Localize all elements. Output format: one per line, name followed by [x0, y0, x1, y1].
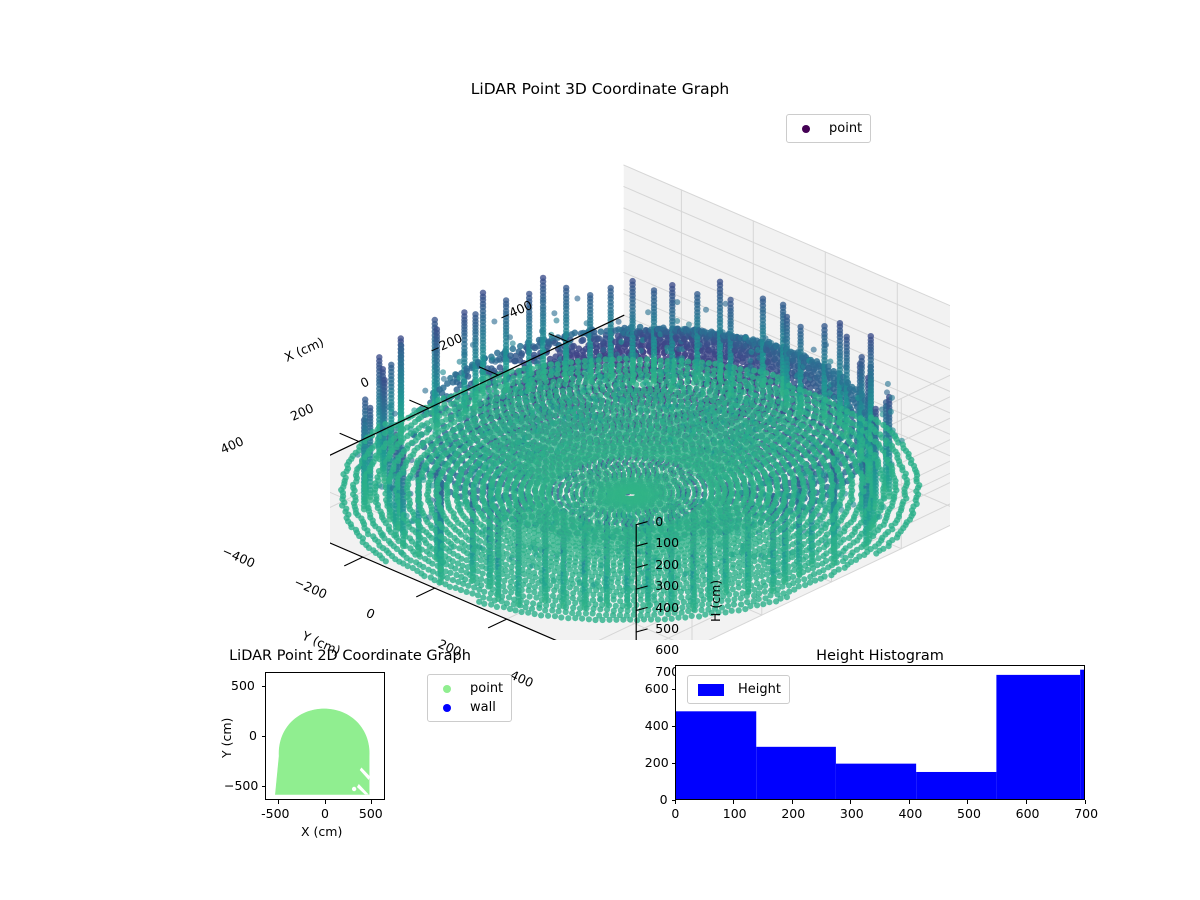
legend-label: Height: [738, 682, 781, 697]
legend-label: point: [470, 681, 504, 696]
plot2d-axes[interactable]: [265, 672, 385, 800]
histogram-canvas: [676, 669, 1084, 799]
y-tick: [261, 785, 265, 787]
plot3d-title: LiDAR Point 3D Coordinate Graph: [470, 80, 730, 98]
x-tick: [908, 800, 910, 804]
x-tick: [674, 800, 676, 804]
legend-label: point: [829, 121, 863, 136]
color-swatch-icon: [696, 683, 726, 696]
histogram-bar: [756, 746, 836, 799]
plot3d-canvas: [330, 164, 950, 640]
legend-label: wall: [470, 700, 496, 715]
y-tick: [671, 725, 675, 727]
histogram-title: Height Histogram: [816, 648, 944, 664]
plot3d-axes[interactable]: [330, 120, 950, 640]
y-tick: [671, 762, 675, 764]
x-tick: [324, 800, 326, 804]
x-tick: [850, 800, 852, 804]
plot3d-legend: point: [786, 114, 872, 143]
legend-item-height: Height: [696, 680, 781, 699]
x-tick: [1025, 800, 1027, 804]
y-tick: [671, 799, 675, 801]
y-tick: [261, 735, 265, 737]
circle-icon: [436, 684, 458, 693]
plot2d-legend: point wall: [427, 674, 513, 722]
x-tick: [733, 800, 735, 804]
point-cloud-markers: [338, 274, 923, 624]
histogram-legend: Height: [687, 675, 790, 704]
x-tick: [371, 800, 373, 804]
point-blob: [275, 708, 370, 795]
x-tick: [277, 800, 279, 804]
circle-icon: [436, 703, 458, 712]
histogram-bar: [676, 711, 757, 799]
histogram-bar: [996, 674, 1081, 799]
y-tick: [261, 685, 265, 687]
legend-item-wall: wall: [436, 698, 503, 717]
y-tick: [671, 688, 675, 690]
legend-item-point: point: [795, 119, 862, 138]
plot2d-canvas: [274, 708, 371, 795]
x-tick: [791, 800, 793, 804]
histogram-bar: [916, 771, 997, 799]
circle-icon: [795, 124, 817, 133]
x-tick: [1084, 800, 1086, 804]
plot2d-title: LiDAR Point 2D Coordinate Graph: [229, 648, 471, 664]
histogram-bar: [1080, 669, 1084, 799]
x-tick: [967, 800, 969, 804]
histogram-bar: [835, 763, 917, 799]
legend-item-point: point: [436, 679, 503, 698]
